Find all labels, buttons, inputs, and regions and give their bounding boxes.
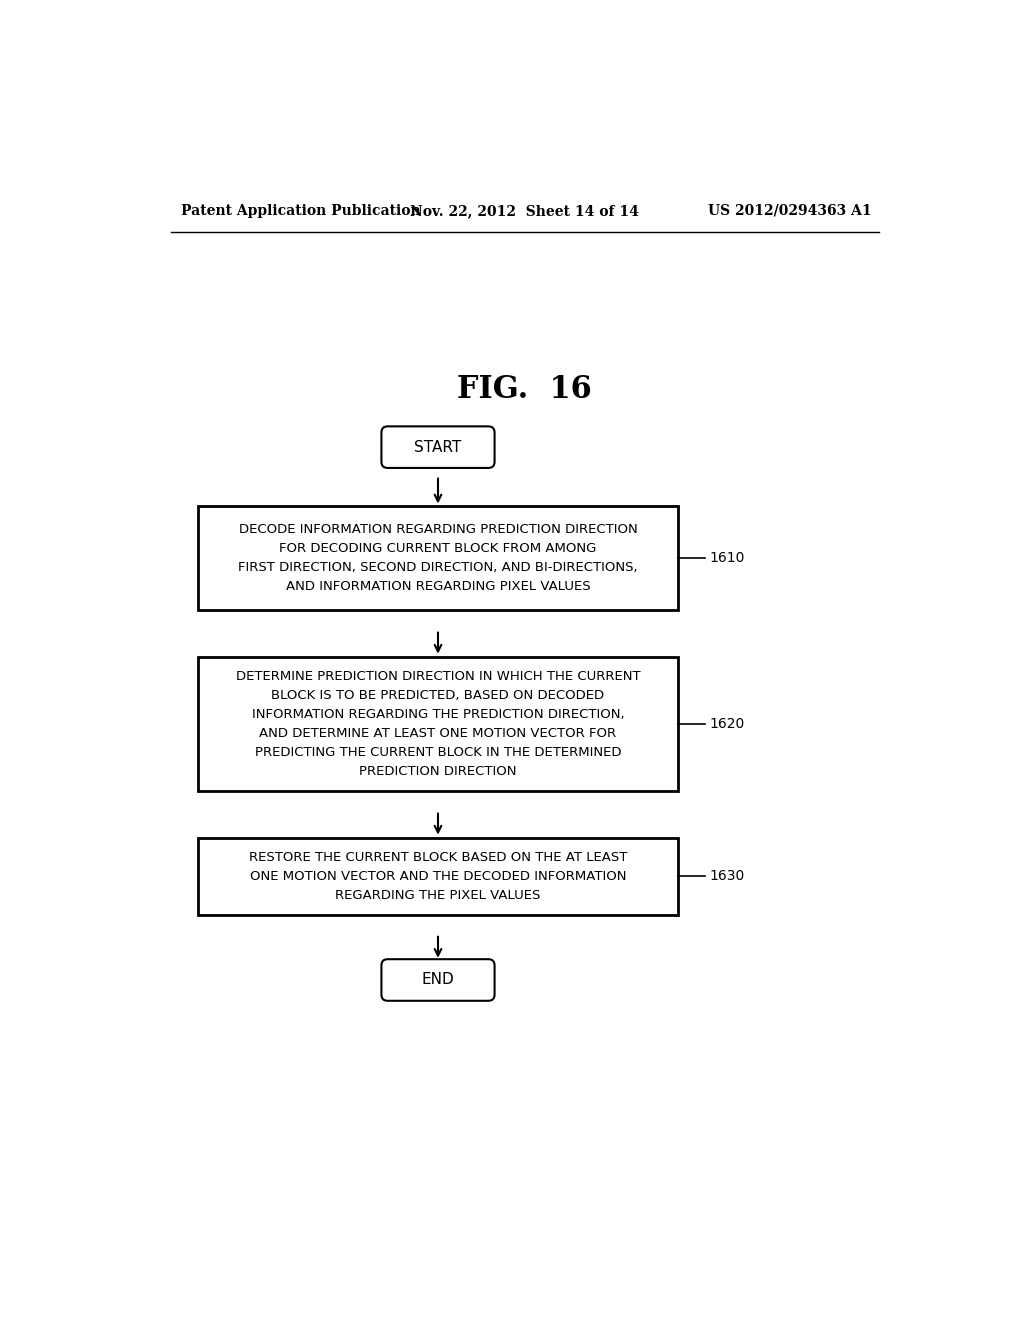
Text: 1630: 1630 (710, 869, 744, 883)
FancyBboxPatch shape (381, 426, 495, 469)
Text: US 2012/0294363 A1: US 2012/0294363 A1 (709, 203, 872, 218)
Bar (198, 837, 678, 915)
Text: 1620: 1620 (710, 717, 744, 731)
Text: Patent Application Publication: Patent Application Publication (180, 203, 420, 218)
Text: FIG.  16: FIG. 16 (458, 374, 592, 405)
Text: 1610: 1610 (710, 552, 744, 565)
Text: START: START (415, 440, 462, 454)
Bar (198, 507, 678, 610)
Text: DECODE INFORMATION REGARDING PREDICTION DIRECTION
FOR DECODING CURRENT BLOCK FRO: DECODE INFORMATION REGARDING PREDICTION … (239, 524, 638, 594)
Bar (198, 656, 678, 792)
FancyBboxPatch shape (381, 960, 495, 1001)
Text: END: END (422, 973, 455, 987)
Text: RESTORE THE CURRENT BLOCK BASED ON THE AT LEAST
ONE MOTION VECTOR AND THE DECODE: RESTORE THE CURRENT BLOCK BASED ON THE A… (249, 850, 627, 902)
Text: DETERMINE PREDICTION DIRECTION IN WHICH THE CURRENT
BLOCK IS TO BE PREDICTED, BA: DETERMINE PREDICTION DIRECTION IN WHICH … (236, 671, 640, 777)
Text: Nov. 22, 2012  Sheet 14 of 14: Nov. 22, 2012 Sheet 14 of 14 (411, 203, 639, 218)
